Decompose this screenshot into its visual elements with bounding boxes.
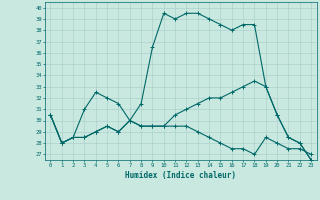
X-axis label: Humidex (Indice chaleur): Humidex (Indice chaleur)	[125, 171, 236, 180]
